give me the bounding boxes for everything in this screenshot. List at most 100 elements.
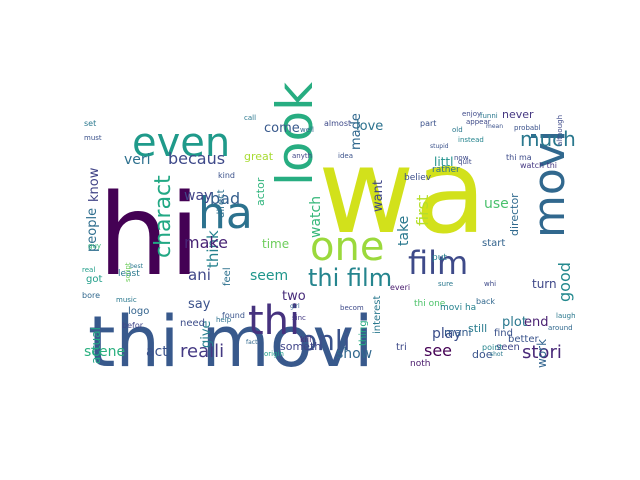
word-mani: mani <box>444 326 471 339</box>
word-people: people <box>85 208 100 252</box>
word-tri: tri <box>396 342 407 353</box>
word-stupid: stupid <box>430 143 449 150</box>
word-seem: seem <box>250 268 288 284</box>
word-actual: actual <box>89 327 103 364</box>
word-use: use <box>484 196 509 212</box>
word-work: work <box>535 339 549 368</box>
word-believ: believ <box>404 173 432 183</box>
word-set: set <box>84 119 96 128</box>
word-put: put <box>432 253 447 263</box>
word-bad: bad <box>210 189 240 208</box>
word-littl: littl <box>434 155 453 169</box>
word-befor: befor <box>122 321 144 330</box>
word-ha: ha <box>198 188 253 239</box>
word-enjoy: enjoy <box>462 110 481 118</box>
word-anyth: anyth <box>292 152 312 160</box>
word-way: way <box>184 188 212 204</box>
word-turn: turn <box>532 277 557 291</box>
word-made: made <box>349 113 364 150</box>
word-one: one <box>310 224 384 270</box>
word-sure: sure <box>438 280 453 288</box>
word-best: best <box>130 263 144 270</box>
word-give: give <box>199 320 214 348</box>
word-end: end <box>524 315 549 330</box>
word-kind: kind <box>218 171 235 180</box>
word-movi-ha: movi ha <box>440 303 476 313</box>
word-old: old <box>452 126 463 134</box>
word-instead: instead <box>458 136 484 144</box>
word-better: better <box>508 334 539 345</box>
word-found: found <box>222 311 245 320</box>
word-much: much <box>520 127 576 151</box>
word-ani: ani <box>188 266 211 284</box>
word-interest: interest <box>372 296 383 334</box>
word-laugh: laugh <box>556 312 576 320</box>
word-thing: thing <box>358 320 369 346</box>
word-shot: shot <box>490 351 504 358</box>
word-around: around <box>548 324 573 332</box>
word-film: film <box>408 244 468 282</box>
word-fact: fact <box>246 339 258 346</box>
word-think: think <box>204 230 222 268</box>
word-thi-movi: thi movi <box>88 301 373 383</box>
word-know: know <box>87 167 102 202</box>
word-whi: whi <box>484 280 496 288</box>
word-first: first <box>413 195 432 226</box>
word-start: start <box>482 238 505 249</box>
word-music: music <box>116 296 137 304</box>
word-quit: quit <box>458 158 472 166</box>
word-script: script <box>124 262 132 282</box>
word-got: got <box>86 274 102 285</box>
word-want: want <box>371 180 386 212</box>
word-real: real <box>82 266 95 274</box>
word-everi: everi <box>390 283 410 292</box>
word-almost: almost <box>324 119 351 128</box>
word-two: two <box>282 289 306 304</box>
word-thi-film: thi film <box>308 264 392 292</box>
word-wa: wa <box>318 122 487 260</box>
word-origin: origin <box>264 350 284 358</box>
word-well: well <box>300 126 314 134</box>
word-good: good <box>555 262 574 302</box>
word-kill: kill <box>300 335 311 344</box>
word-say: say <box>188 297 211 312</box>
word-seen: seen <box>496 342 520 353</box>
word-rather: rather <box>432 165 460 175</box>
word-scene: scene <box>84 344 125 360</box>
word-veri: veri <box>124 152 151 168</box>
word-never: never <box>502 108 534 121</box>
word-becaus: becaus <box>168 149 225 168</box>
word-watch-thi: watch thi <box>520 161 557 170</box>
word-director: director <box>508 193 521 236</box>
word-movi: movi <box>524 130 575 238</box>
word-bore: bore <box>82 291 100 300</box>
word-direct: direct <box>216 189 227 218</box>
word-charact: charact <box>151 175 176 258</box>
word-onli: onli <box>300 324 350 357</box>
word-appear: appear <box>466 118 491 126</box>
word-girl: girl <box>290 303 300 310</box>
word-stori: stori <box>522 342 562 363</box>
word-make: make <box>184 233 228 252</box>
word-sinc: sinc <box>292 314 306 322</box>
word-time: time <box>262 237 289 251</box>
word-look: look <box>266 82 324 186</box>
word-funni: funni <box>480 112 498 120</box>
word-love: love <box>356 119 383 134</box>
word-find: find <box>494 328 513 339</box>
word-thi-ma: thi ma <box>506 153 532 162</box>
word-play: play <box>432 326 462 342</box>
word-thi: thi <box>248 298 300 344</box>
word-great: great <box>244 150 274 163</box>
word-show: show <box>336 346 372 362</box>
word-although: although <box>556 115 564 146</box>
word-must: must <box>84 134 102 142</box>
word-least: least <box>118 269 140 279</box>
word-hi: hi <box>98 171 200 301</box>
word-even: even <box>132 120 230 166</box>
word-take: take <box>396 216 412 246</box>
word-noth: noth <box>410 359 430 369</box>
word-point: point <box>482 343 502 352</box>
